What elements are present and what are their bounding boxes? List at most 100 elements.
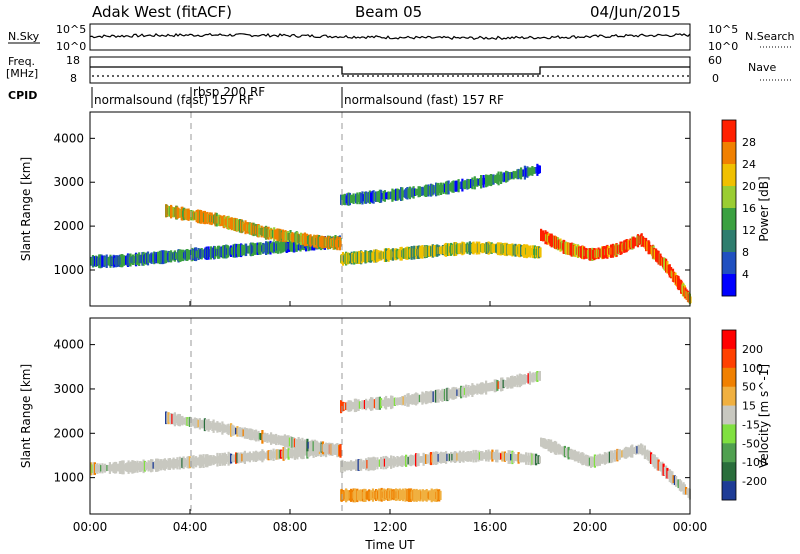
echo-mark-3-1-25 [421, 186, 424, 196]
colorbar-swatch-7 [722, 462, 736, 482]
echo-mark-3-2-9 [451, 181, 454, 193]
echo-mark-0-4-10 [302, 445, 305, 459]
echo-mark-3-0-38 [387, 191, 390, 200]
echo-mark-3-0-14 [357, 399, 360, 411]
echo-mark-1-1-39 [263, 432, 266, 443]
echo-mark-3-0-24 [370, 192, 373, 202]
echo-mark-3-2-6 [447, 180, 450, 195]
echo-mark-0-3-34 [282, 447, 285, 461]
echo-mark-4-1-38 [637, 444, 640, 455]
echo-mark-2-0-11 [353, 461, 356, 470]
echo-mark-1-1-0 [215, 422, 218, 431]
echo-mark-3-2-11 [453, 387, 456, 399]
cpid-segment-1: rbsp 200 RF [193, 85, 265, 99]
echo-mark-4-2-23 [668, 469, 671, 483]
echo-mark-3-0-2 [342, 402, 345, 411]
echo-mark-3-3-8 [500, 171, 503, 184]
echo-mark-0-1-25 [171, 459, 174, 469]
echo-mark-3-0-28 [375, 191, 378, 202]
echo-mark-3-0-16 [360, 401, 363, 409]
echo-mark-1-3-39 [339, 444, 342, 458]
echo-mark-0-0-36 [135, 462, 138, 472]
echo-mark-0-2-21 [216, 452, 219, 467]
colorbar-swatch-1 [722, 348, 736, 369]
echo-mark-3-0-17 [361, 400, 364, 410]
echo-mark-3-3-36 [535, 167, 538, 174]
echo-mark-4-2-37 [686, 488, 689, 495]
echo-mark-2-2-3 [443, 452, 446, 463]
echo-mark-0-4-6 [297, 448, 300, 458]
echo-mark-2-2-13 [456, 453, 459, 461]
echo-mark-3-2-36 [485, 380, 488, 395]
colorbar-tick-1: 100 [742, 362, 763, 375]
echo-mark-2-0-0 [340, 460, 343, 473]
echo-mark-4-2-38 [687, 488, 690, 498]
echo-mark-1-0-24 [195, 418, 198, 429]
echo-mark-3-0-23 [368, 398, 371, 410]
echo-mark-4-0-12 [555, 441, 558, 455]
echo-mark-3-3-3 [493, 379, 496, 393]
echo-mark-3-1-14 [407, 393, 410, 407]
echo-mark-3-0-13 [356, 399, 359, 411]
echo-mark-2-1-34 [432, 451, 435, 465]
echo-mark-4-2-30 [677, 479, 680, 489]
echo-mark-4-0-9 [551, 441, 554, 452]
echo-mark-0-2-35 [233, 454, 236, 462]
echo-mark-1-0-17 [186, 417, 189, 426]
echo-mark-2-2-16 [460, 452, 463, 462]
echo-mark-2-1-37 [436, 451, 439, 465]
echo-mark-1-1-22 [242, 429, 245, 437]
echo-mark-3-1-36 [435, 182, 438, 197]
echo-mark-4-0-22 [567, 446, 570, 460]
echo-mark-0-0-12 [105, 464, 108, 472]
echo-mark-3-3-22 [517, 376, 520, 386]
echo-mark-1-1-3 [218, 422, 221, 433]
echo-mark-0-1-23 [168, 458, 171, 470]
echo-mark-0-0-20 [115, 461, 118, 474]
echo-mark-4-1-13 [606, 453, 609, 462]
echo-mark-2-0-26 [372, 456, 375, 471]
echo-mark-0-3-15 [258, 451, 261, 461]
echo-mark-3-1-6 [397, 189, 400, 200]
echo-mark-3-0-10 [352, 193, 355, 204]
freq-tick-top: 18 [66, 54, 80, 67]
echo-mark-3-2-22 [467, 385, 470, 397]
echo-mark-4-1-26 [622, 449, 625, 458]
echo-mark-4-0-30 [577, 451, 580, 463]
echo-mark-4-1-34 [632, 447, 635, 454]
echo-mark-2-3-24 [520, 453, 523, 463]
colorbar-swatch-3 [722, 186, 736, 209]
nave-tick-bottom: 0 [712, 72, 719, 85]
echo-mark-3-3-33 [531, 372, 534, 383]
echo-mark-1-2-17 [286, 435, 289, 448]
echo-mark-1-0-38 [212, 419, 215, 433]
echo-mark-0-4-16 [310, 447, 313, 456]
echo-mark-0-2-6 [197, 457, 200, 466]
echo-mark-0-1-3 [143, 460, 146, 472]
echo-mark-0-3-33 [281, 450, 284, 458]
echo-mark-0-0-28 [125, 463, 128, 472]
echo-mark-2-0-18 [362, 460, 365, 469]
echo-mark-4-1-25 [621, 450, 624, 458]
echo-mark-1-1-19 [238, 427, 241, 437]
colorbar-tick-7: -200 [742, 475, 767, 488]
echo-mark-3-2-28 [475, 179, 478, 187]
echo-mark-0-2-15 [208, 455, 211, 466]
echo-mark-2-2-39 [488, 451, 491, 460]
echo-mark-5-3-39 [439, 490, 442, 500]
echo-mark-3-3-30 [527, 167, 530, 177]
echo-mark-3-2-24 [470, 179, 473, 189]
echo-mark-2-1-10 [402, 456, 405, 466]
echo-mark-2-0-25 [371, 457, 374, 471]
echo-mark-4-0-39 [588, 457, 591, 466]
echo-mark-4-0-8 [550, 439, 553, 453]
echo-mark-1-1-2 [217, 422, 220, 432]
echo-mark-0-4-9 [301, 445, 304, 460]
colorbar-swatch-5 [722, 424, 736, 444]
echo-mark-3-2-1 [441, 388, 444, 402]
echo-mark-2-2-17 [461, 451, 464, 462]
echo-mark-4-2-19 [663, 466, 666, 475]
echo-mark-0-1-33 [181, 457, 184, 469]
echo-mark-2-0-4 [345, 462, 348, 471]
echo-mark-2-2-23 [468, 451, 471, 461]
